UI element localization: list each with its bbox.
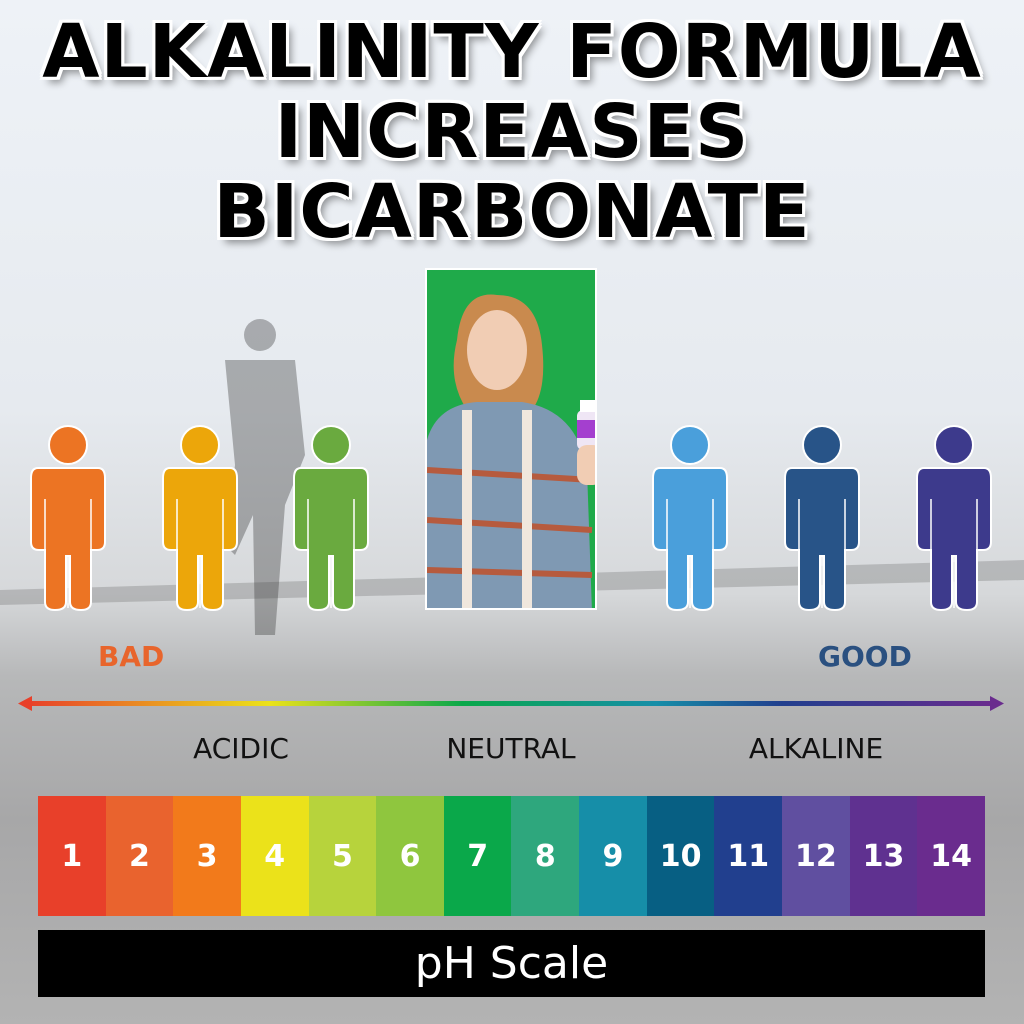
neutral-label: NEUTRAL xyxy=(446,732,576,765)
acidic-label: ACIDIC xyxy=(193,732,289,765)
person-figure-icon xyxy=(291,424,371,614)
person-figure-icon xyxy=(650,424,730,614)
ph-cell-2: 2 xyxy=(105,796,174,916)
person-figure-icon xyxy=(28,424,108,614)
person-figure-icon xyxy=(914,424,994,614)
woman-holding-bottle-photo xyxy=(425,268,597,610)
ph-cell-1: 1 xyxy=(38,796,106,916)
background-runner xyxy=(225,319,305,635)
ph-cell-14: 14 xyxy=(917,796,985,916)
headline-line-3: BICARBONATE xyxy=(213,169,811,255)
ph-cell-11: 11 xyxy=(714,796,783,916)
bad-label: BAD xyxy=(98,640,165,673)
ph-cell-5: 5 xyxy=(308,796,377,916)
headline-line-2: INCREASES xyxy=(274,89,750,175)
ph-scale-title: pH Scale xyxy=(38,930,985,997)
ph-cell-12: 12 xyxy=(782,796,850,916)
ph-cell-13: 13 xyxy=(849,796,918,916)
ph-cell-4: 4 xyxy=(240,796,309,916)
person-figure-icon xyxy=(160,424,240,614)
ph-cell-10: 10 xyxy=(646,796,715,916)
headline-line-1: ALKALINITY FORMULA xyxy=(42,9,982,95)
ph-cell-7: 7 xyxy=(443,796,512,916)
ph-scale-bar: 1 2 3 4 5 6 7 8 9 10 11 12 13 14 xyxy=(38,796,985,916)
ph-cell-9: 9 xyxy=(579,796,647,916)
good-label: GOOD xyxy=(818,640,912,673)
ph-cell-8: 8 xyxy=(511,796,580,916)
ph-gradient-arrow xyxy=(18,696,1004,711)
alkaline-label: ALKALINE xyxy=(748,732,884,765)
person-figure-icon xyxy=(782,424,862,614)
ph-cell-3: 3 xyxy=(173,796,241,916)
ph-cell-6: 6 xyxy=(376,796,444,916)
